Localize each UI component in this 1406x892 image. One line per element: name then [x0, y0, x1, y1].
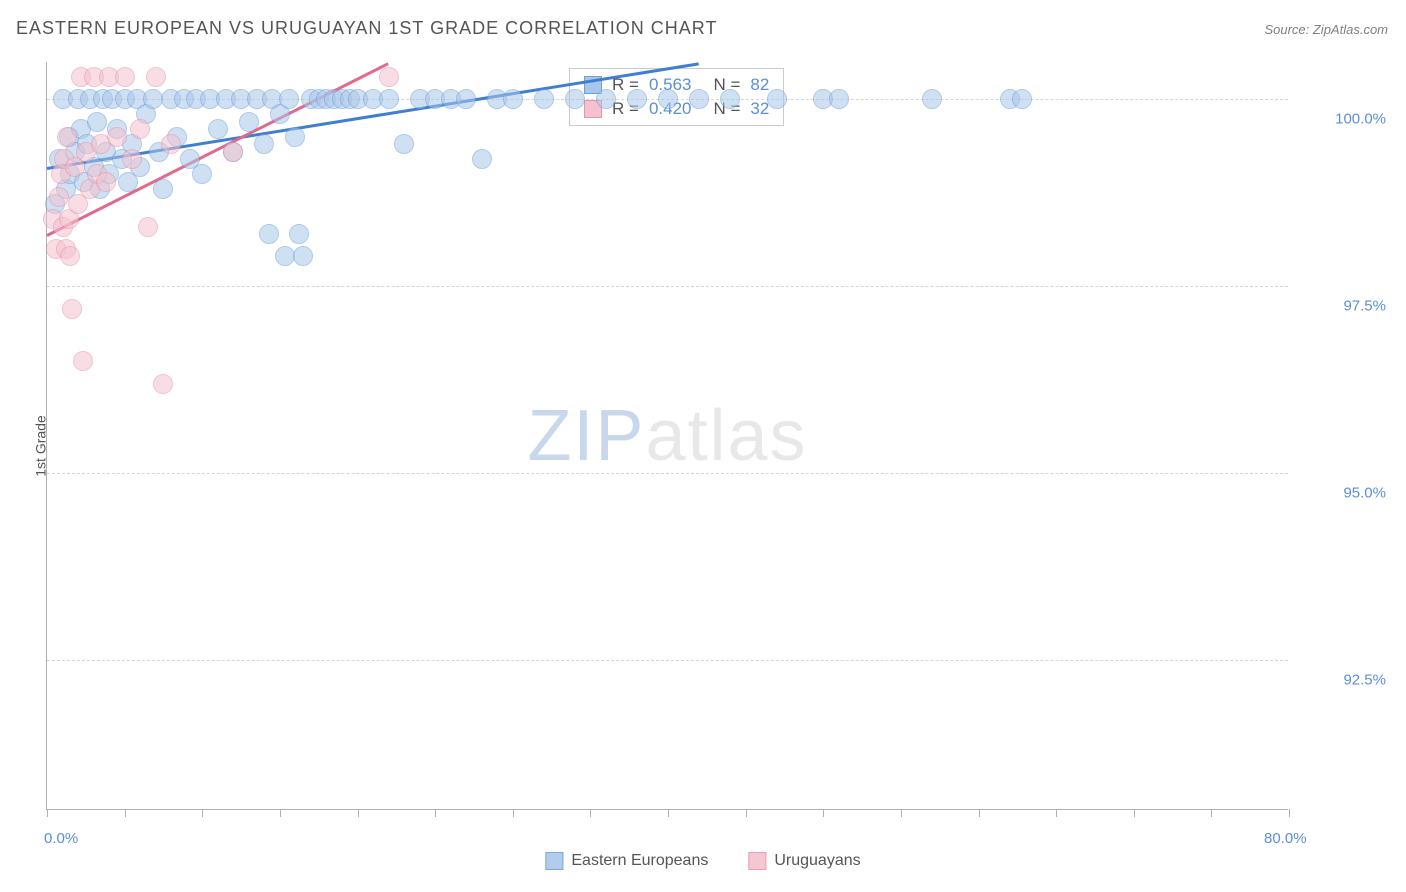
- scatter-marker: [115, 67, 135, 87]
- scatter-marker: [285, 127, 305, 147]
- x-tick: [358, 809, 359, 817]
- scatter-marker: [208, 119, 228, 139]
- scatter-marker: [49, 187, 69, 207]
- x-tick: [47, 809, 48, 817]
- scatter-marker: [223, 142, 243, 162]
- scatter-marker: [275, 246, 295, 266]
- scatter-marker: [259, 224, 279, 244]
- scatter-marker: [143, 89, 163, 109]
- scatter-marker: [379, 89, 399, 109]
- y-tick-label: 92.5%: [1343, 672, 1386, 689]
- legend-label-1: Eastern Europeans: [571, 852, 708, 870]
- scatter-marker: [472, 149, 492, 169]
- scatter-marker: [60, 246, 80, 266]
- scatter-marker: [658, 89, 678, 109]
- x-tick: [513, 809, 514, 817]
- scatter-marker: [73, 351, 93, 371]
- legend-item-eastern-europeans: Eastern Europeans: [545, 852, 708, 870]
- chart-title: EASTERN EUROPEAN VS URUGUAYAN 1ST GRADE …: [16, 18, 717, 39]
- x-tick: [668, 809, 669, 817]
- stats-n-value: 82: [750, 75, 769, 95]
- scatter-marker: [922, 89, 942, 109]
- watermark: ZIPatlas: [527, 395, 807, 477]
- legend-swatch-1: [545, 852, 563, 870]
- scatter-marker: [767, 89, 787, 109]
- scatter-plot-area: ZIPatlas R = 0.563N = 82R = 0.420N = 32: [46, 62, 1288, 810]
- legend: Eastern Europeans Uruguayans: [545, 852, 860, 870]
- scatter-marker: [503, 89, 523, 109]
- gridline-horizontal: [47, 286, 1288, 287]
- x-tick: [125, 809, 126, 817]
- scatter-marker: [689, 89, 709, 109]
- scatter-marker: [107, 127, 127, 147]
- scatter-marker: [456, 89, 476, 109]
- scatter-marker: [254, 134, 274, 154]
- x-tick: [901, 809, 902, 817]
- y-tick-label: 97.5%: [1343, 298, 1386, 315]
- scatter-marker: [57, 127, 77, 147]
- scatter-marker: [829, 89, 849, 109]
- scatter-marker: [627, 89, 647, 109]
- scatter-marker: [161, 134, 181, 154]
- x-tick: [1289, 809, 1290, 817]
- scatter-marker: [122, 149, 142, 169]
- watermark-part1: ZIP: [527, 396, 645, 476]
- x-tick-label-min: 0.0%: [44, 830, 78, 847]
- x-tick: [435, 809, 436, 817]
- x-tick: [280, 809, 281, 817]
- y-tick-label: 95.0%: [1343, 485, 1386, 502]
- scatter-marker: [153, 374, 173, 394]
- x-tick: [1056, 809, 1057, 817]
- scatter-marker: [239, 112, 259, 132]
- scatter-marker: [192, 164, 212, 184]
- x-tick: [202, 809, 203, 817]
- gridline-horizontal: [47, 473, 1288, 474]
- scatter-marker: [153, 179, 173, 199]
- x-tick: [746, 809, 747, 817]
- scatter-marker: [146, 67, 166, 87]
- scatter-marker: [534, 89, 554, 109]
- scatter-marker: [87, 112, 107, 132]
- scatter-marker: [293, 246, 313, 266]
- scatter-marker: [279, 89, 299, 109]
- watermark-part2: atlas: [645, 396, 807, 476]
- x-tick: [979, 809, 980, 817]
- scatter-marker: [1012, 89, 1032, 109]
- x-tick: [590, 809, 591, 817]
- legend-label-2: Uruguayans: [774, 852, 860, 870]
- scatter-marker: [96, 172, 116, 192]
- gridline-horizontal: [47, 660, 1288, 661]
- scatter-marker: [596, 89, 616, 109]
- scatter-marker: [138, 217, 158, 237]
- x-tick: [823, 809, 824, 817]
- scatter-marker: [720, 89, 740, 109]
- scatter-marker: [289, 224, 309, 244]
- scatter-marker: [565, 89, 585, 109]
- legend-swatch-2: [748, 852, 766, 870]
- source-attribution: Source: ZipAtlas.com: [1264, 22, 1388, 37]
- scatter-marker: [379, 67, 399, 87]
- y-tick-label: 100.0%: [1335, 111, 1386, 128]
- scatter-marker: [394, 134, 414, 154]
- x-tick-label-max: 80.0%: [1264, 830, 1307, 847]
- scatter-marker: [130, 119, 150, 139]
- x-tick: [1134, 809, 1135, 817]
- x-tick: [1211, 809, 1212, 817]
- scatter-marker: [62, 299, 82, 319]
- legend-item-uruguayans: Uruguayans: [748, 852, 860, 870]
